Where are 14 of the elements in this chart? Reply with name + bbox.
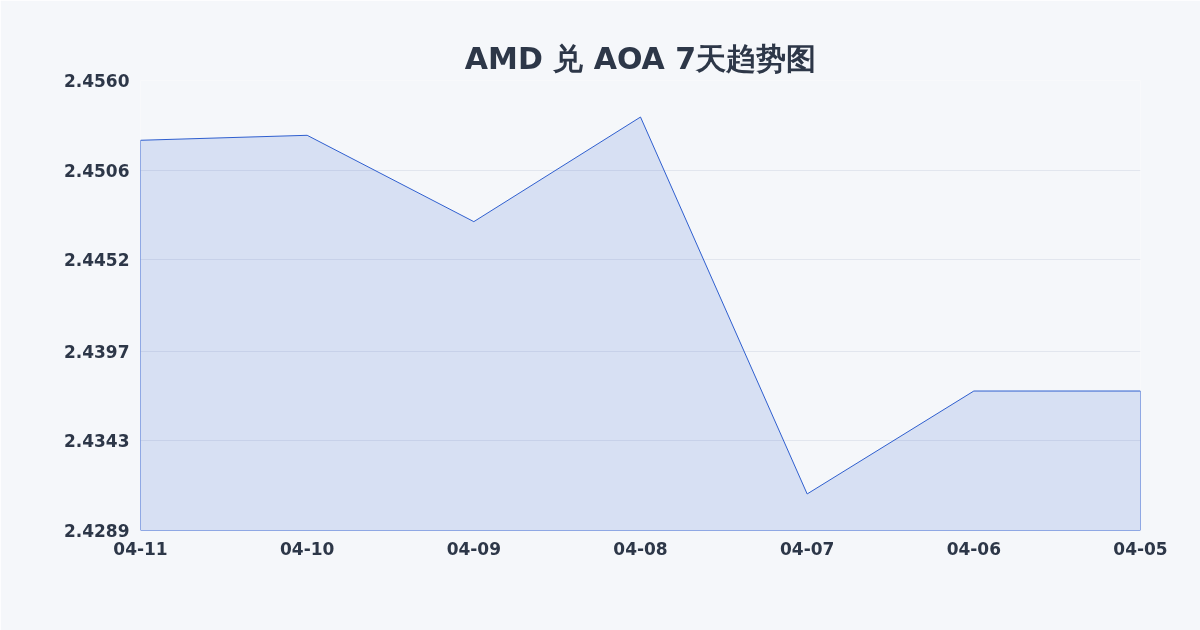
y-tick-label: 2.4452 — [63, 250, 130, 271]
x-tick-label: 04-06 — [946, 538, 1002, 559]
y-tick-label: 2.4289 — [63, 521, 130, 541]
y-tick-label: 2.4397 — [63, 341, 130, 362]
chart-title: AMD 兑 AOA 7天趋势图 — [464, 40, 817, 76]
x-tick-label: 04-07 — [779, 538, 835, 559]
x-tick-label: 04-09 — [446, 538, 502, 559]
x-tick-label: 04-05 — [1113, 538, 1168, 559]
y-tick-label: 2.4343 — [63, 431, 130, 452]
x-tick-label: 04-10 — [279, 538, 335, 559]
y-tick-label: 2.4560 — [63, 71, 130, 91]
x-tick-label: 04-11 — [113, 538, 168, 559]
y-tick-label: 2.4506 — [63, 160, 130, 181]
x-tick-label: 04-08 — [613, 538, 668, 559]
